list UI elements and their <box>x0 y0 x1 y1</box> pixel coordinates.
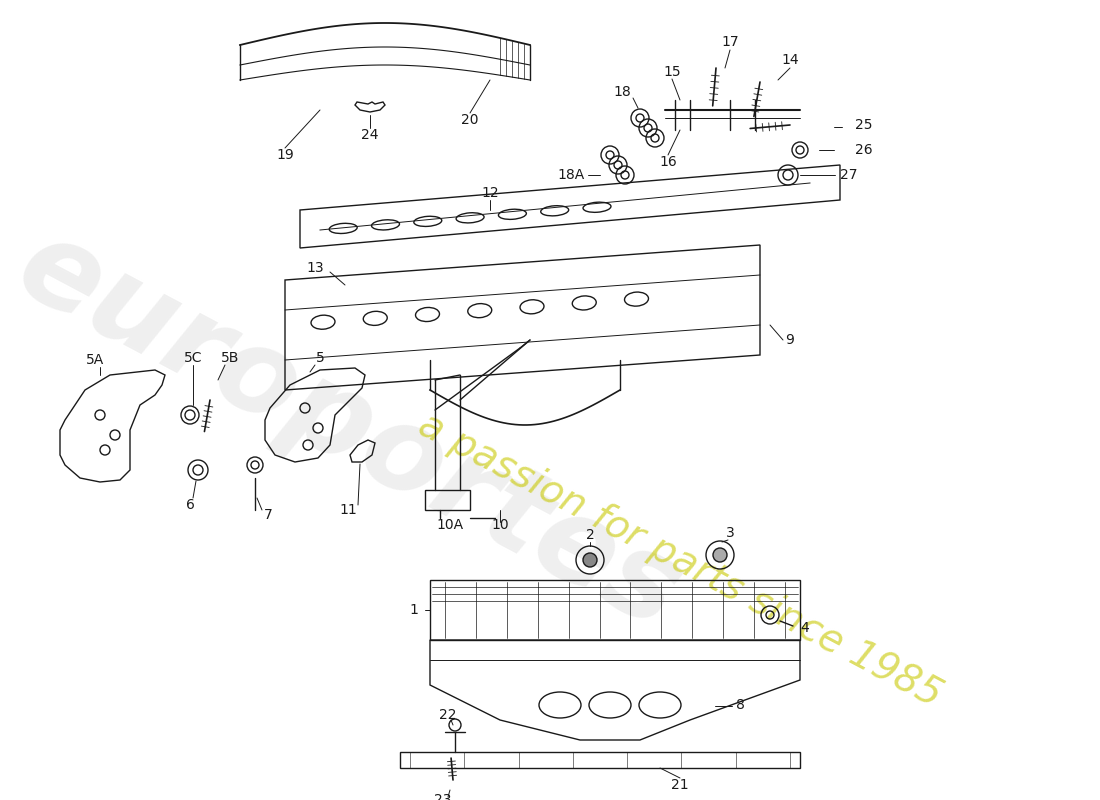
Text: 18A: 18A <box>558 168 585 182</box>
Circle shape <box>583 553 597 567</box>
Text: 15: 15 <box>663 65 681 79</box>
Text: 10A: 10A <box>437 518 463 532</box>
Text: 4: 4 <box>800 621 808 635</box>
Text: 16: 16 <box>659 155 676 169</box>
Text: a passion for parts since 1985: a passion for parts since 1985 <box>411 406 948 714</box>
Text: 5A: 5A <box>86 353 104 367</box>
Text: 5B: 5B <box>221 351 239 365</box>
Text: 17: 17 <box>722 35 739 49</box>
Text: 23: 23 <box>434 793 452 800</box>
Text: 22: 22 <box>439 708 456 722</box>
Text: 27: 27 <box>840 168 858 182</box>
Text: 5C: 5C <box>184 351 202 365</box>
Text: 25: 25 <box>855 118 872 132</box>
Text: 2: 2 <box>585 528 594 542</box>
Text: 8: 8 <box>736 698 745 712</box>
Text: 12: 12 <box>481 186 498 200</box>
Text: 21: 21 <box>671 778 689 792</box>
Text: 24: 24 <box>361 128 378 142</box>
Text: 5: 5 <box>316 351 324 365</box>
Text: 18: 18 <box>613 85 631 99</box>
Text: 1: 1 <box>409 603 418 617</box>
Text: 6: 6 <box>186 498 195 512</box>
Text: 3: 3 <box>726 526 735 540</box>
Text: 7: 7 <box>264 508 273 522</box>
Text: 20: 20 <box>461 113 478 127</box>
Text: 14: 14 <box>781 53 799 67</box>
Text: 10: 10 <box>492 518 509 532</box>
Text: europortes: europortes <box>0 207 701 653</box>
Text: 26: 26 <box>855 143 872 157</box>
Text: 19: 19 <box>276 148 294 162</box>
Text: 9: 9 <box>785 333 794 347</box>
Text: 11: 11 <box>339 503 356 517</box>
Text: 13: 13 <box>306 261 323 275</box>
Circle shape <box>713 548 727 562</box>
